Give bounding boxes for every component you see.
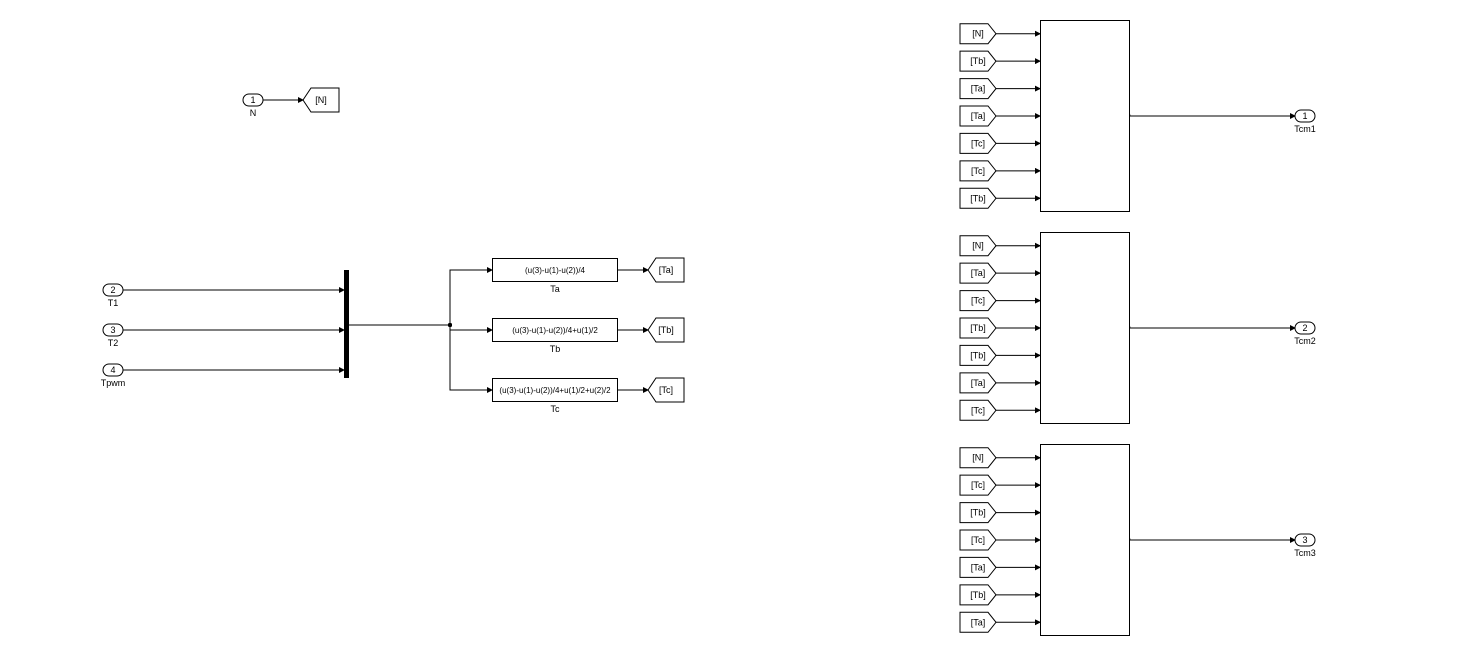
goto-Ta (648, 258, 684, 282)
svg-text:[Ta]: [Ta] (971, 84, 986, 94)
svg-text:[Tc]: [Tc] (659, 385, 673, 395)
svg-text:[Tc]: [Tc] (971, 138, 985, 148)
svg-text:[Tb]: [Tb] (970, 508, 986, 518)
svg-text:[Tb]: [Tb] (970, 193, 986, 203)
fcn-Tb: (u(3)-u(1)-u(2))/4+u(1)/2 (492, 318, 618, 342)
from-Ta-sw1-3 (960, 106, 996, 126)
fcn-Ta: (u(3)-u(1)-u(2))/4 (492, 258, 618, 282)
from-Ta-sw2-1 (960, 263, 996, 283)
svg-text:[N]: [N] (315, 95, 327, 105)
svg-text:[Ta]: [Ta] (971, 268, 986, 278)
svg-text:4: 4 (110, 365, 115, 375)
goto-N (303, 88, 339, 112)
from-Tb-sw3-5 (960, 585, 996, 605)
from-Tc-sw2-2 (960, 291, 996, 311)
svg-text:[Tc]: [Tc] (971, 296, 985, 306)
svg-text:[Tb]: [Tb] (970, 56, 986, 66)
svg-text:[N]: [N] (972, 29, 984, 39)
outport-2-label: Tcm2 (1294, 336, 1316, 346)
from-Tc-sw3-1 (960, 475, 996, 495)
from-Tc-sw3-3 (960, 530, 996, 550)
svg-text:1: 1 (250, 95, 255, 105)
from-Ta-sw2-5 (960, 373, 996, 393)
fcn-Tc-label: Tc (551, 404, 560, 414)
inport-3 (103, 324, 123, 336)
svg-text:[Tb]: [Tb] (658, 325, 674, 335)
fcn-Ta-label: Ta (550, 284, 560, 294)
inport-2 (103, 284, 123, 296)
svg-text:3: 3 (110, 325, 115, 335)
inport-2-label: T1 (108, 298, 119, 308)
from-N-sw3-0 (960, 448, 996, 468)
svg-text:2: 2 (1302, 323, 1307, 333)
svg-text:[Tb]: [Tb] (970, 590, 986, 600)
from-Ta-sw3-4 (960, 557, 996, 577)
svg-text:[Tc]: [Tc] (971, 405, 985, 415)
svg-text:[Tc]: [Tc] (971, 166, 985, 176)
from-Tb-sw2-4 (960, 345, 996, 365)
goto-Tc (648, 378, 684, 402)
outport-1 (1295, 110, 1315, 122)
inport-4-label: Tpwm (101, 378, 126, 388)
svg-text:1: 1 (1302, 111, 1307, 121)
from-Tb-sw1-1 (960, 51, 996, 71)
from-Tb-sw3-2 (960, 503, 996, 523)
svg-text:[N]: [N] (972, 453, 984, 463)
svg-text:[Ta]: [Ta] (971, 111, 986, 121)
svg-text:[Tb]: [Tb] (970, 323, 986, 333)
from-Tc-sw2-6 (960, 400, 996, 420)
svg-text:[N]: [N] (972, 241, 984, 251)
outport-3 (1295, 534, 1315, 546)
outport-1-label: Tcm1 (1294, 124, 1316, 134)
svg-text:[Tc]: [Tc] (971, 535, 985, 545)
svg-text:[Tb]: [Tb] (970, 350, 986, 360)
inport-3-label: T2 (108, 338, 119, 348)
from-N-sw2-0 (960, 236, 996, 256)
from-Ta-sw1-2 (960, 79, 996, 99)
outport-2 (1295, 322, 1315, 334)
from-Tb-sw1-6 (960, 188, 996, 208)
inport-1-label: N (250, 108, 257, 118)
inport-1 (243, 94, 263, 106)
svg-text:[Ta]: [Ta] (971, 617, 986, 627)
svg-text:[Ta]: [Ta] (971, 378, 986, 388)
from-Ta-sw3-6 (960, 612, 996, 632)
multiport-switch-3 (1040, 444, 1130, 636)
goto-Tb (648, 318, 684, 342)
fcn-Tc: (u(3)-u(1)-u(2))/4+u(1)/2+u(2)/2 (492, 378, 618, 402)
from-N-sw1-0 (960, 24, 996, 44)
mux-block (344, 270, 349, 378)
svg-text:2: 2 (110, 285, 115, 295)
svg-text:3: 3 (1302, 535, 1307, 545)
svg-text:[Ta]: [Ta] (659, 265, 674, 275)
fcn-Tb-label: Tb (550, 344, 561, 354)
svg-text:[Tc]: [Tc] (971, 480, 985, 490)
multiport-switch-1 (1040, 20, 1130, 212)
multiport-switch-2 (1040, 232, 1130, 424)
from-Tb-sw2-3 (960, 318, 996, 338)
inport-4 (103, 364, 123, 376)
from-Tc-sw1-5 (960, 161, 996, 181)
from-Tc-sw1-4 (960, 133, 996, 153)
svg-text:[Ta]: [Ta] (971, 562, 986, 572)
outport-3-label: Tcm3 (1294, 548, 1316, 558)
